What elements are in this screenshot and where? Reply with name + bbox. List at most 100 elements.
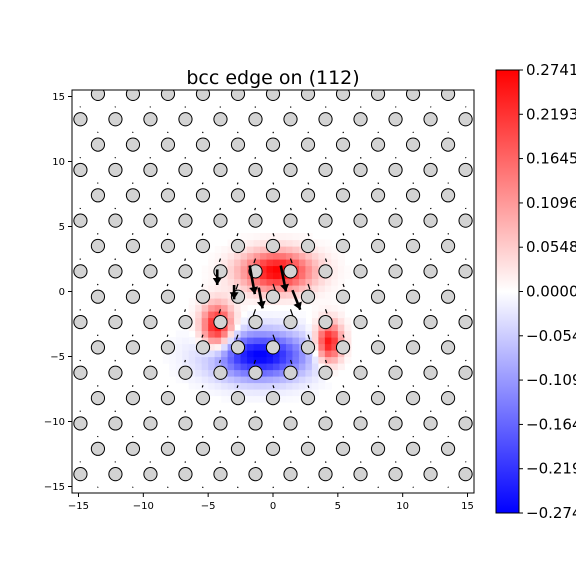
atom-marker (125, 137, 141, 152)
atom-marker (318, 264, 333, 279)
atom-marker (440, 340, 456, 355)
heatmap-cell (208, 259, 216, 267)
atom-marker (90, 137, 106, 152)
heatmap-cell (279, 356, 287, 364)
atom-marker (160, 188, 176, 203)
atom-marker (388, 365, 403, 380)
heatmap-cell (331, 291, 339, 299)
heatmap-cell (292, 343, 300, 351)
displacement-arrow (342, 283, 345, 288)
heatmap-cell (298, 233, 307, 241)
displacement-arrow (201, 283, 204, 288)
atom-marker (423, 213, 438, 228)
displacement-arrow (253, 258, 257, 264)
atom-marker (300, 340, 316, 355)
atom-marker (178, 365, 193, 380)
heatmap-cell (298, 350, 307, 358)
heatmap-cell (298, 265, 307, 273)
atom-marker (353, 365, 368, 380)
atom-marker (195, 90, 211, 101)
atom-marker (405, 340, 421, 355)
heatmap-cell (247, 356, 255, 364)
heatmap-cell (208, 285, 216, 293)
heatmap-cell (234, 265, 242, 273)
atom-marker (388, 112, 403, 127)
heatmap-cell (214, 350, 222, 358)
atom-marker (300, 188, 316, 203)
heatmap-cell (208, 265, 216, 273)
heatmap-cell (227, 285, 235, 293)
heatmap-cell (279, 285, 287, 293)
heatmap-cell (234, 272, 242, 280)
displacement-arrow (219, 207, 222, 211)
atom-marker (370, 137, 386, 152)
heatmap-cell (311, 311, 319, 319)
heatmap-cell (279, 259, 287, 267)
heatmap-cell (311, 389, 319, 397)
atom-marker (370, 238, 386, 254)
heatmap-cell (169, 337, 177, 345)
heatmap-cell (240, 330, 248, 338)
heatmap-cell (195, 350, 203, 358)
heatmap-cell (273, 233, 281, 241)
heatmap-cell (311, 376, 319, 384)
colorbar-tick-label: 0.2193 (526, 105, 576, 123)
heatmap-cell (318, 285, 326, 293)
displacement-arrow (236, 435, 239, 438)
heatmap-cell (240, 376, 248, 384)
atom-marker (300, 238, 316, 254)
heatmap-cell (279, 389, 287, 397)
heatmap-cell (292, 246, 300, 254)
heatmap-cell (337, 285, 345, 293)
heatmap-cell (266, 285, 274, 293)
heatmap-cell (221, 356, 229, 364)
heatmap-cell (273, 356, 281, 364)
atom-marker (143, 112, 158, 127)
heatmap-cell (227, 330, 235, 338)
atom-marker (108, 416, 123, 431)
heatmap-cell (214, 298, 222, 306)
heatmap-cell (195, 337, 203, 345)
atom-marker (405, 289, 421, 304)
heatmap-cell (311, 356, 319, 364)
heatmap-cell (344, 265, 352, 273)
displacement-arrow (289, 410, 292, 413)
atom-marker (458, 162, 473, 178)
displacement-arrow (307, 283, 311, 290)
heatmap-cell (234, 317, 242, 325)
atom-marker (476, 290, 489, 303)
atom-marker (423, 264, 438, 279)
heatmap-cell (253, 356, 261, 364)
heatmap-cell (311, 298, 319, 306)
heatmap-cell (305, 382, 313, 390)
atom-marker (125, 188, 141, 203)
heatmap-cell (195, 311, 203, 319)
heatmap-cell (201, 304, 209, 312)
heatmap-cell (331, 356, 339, 364)
heatmap-cell (169, 369, 177, 377)
atom-marker (335, 289, 351, 304)
displacement-arrow (342, 233, 345, 236)
heatmap-cell (292, 389, 300, 397)
heatmap-cell (208, 298, 216, 306)
heatmap-cell (266, 369, 274, 377)
heatmap-cell (292, 363, 300, 371)
heatmap-cell (182, 330, 190, 338)
heatmap-cell (292, 356, 300, 364)
atom-marker (108, 264, 123, 279)
heatmap-cell (247, 298, 255, 306)
heatmap-cell (279, 376, 287, 384)
heatmap-cell (247, 324, 255, 332)
heatmap-cell (247, 233, 255, 241)
heatmap-cell (201, 330, 209, 338)
displacement-arrow (166, 385, 169, 388)
heatmap-cell (221, 291, 229, 299)
heatmap-cell (227, 259, 235, 267)
heatmap-cell (292, 239, 300, 247)
heatmap-cell (227, 317, 235, 325)
heatmap-cell (285, 337, 294, 345)
displacement-arrow (254, 157, 257, 159)
atom-marker (160, 90, 176, 101)
heatmap-cell (195, 317, 203, 325)
atom-marker (440, 90, 456, 101)
